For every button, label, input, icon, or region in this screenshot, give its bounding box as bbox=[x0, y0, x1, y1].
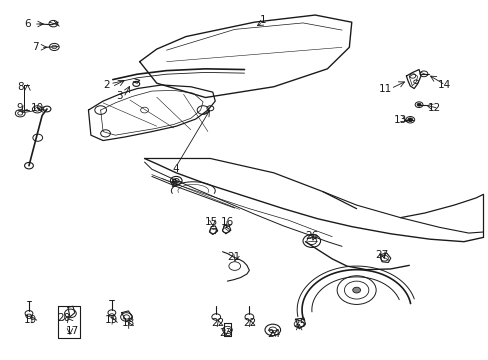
Text: 26: 26 bbox=[305, 231, 318, 240]
Text: 6: 6 bbox=[24, 19, 31, 29]
Text: 23: 23 bbox=[219, 328, 232, 338]
Text: 19: 19 bbox=[105, 315, 118, 325]
Text: 13: 13 bbox=[393, 115, 407, 125]
Text: 18: 18 bbox=[122, 319, 135, 328]
Text: 25: 25 bbox=[292, 319, 305, 329]
Text: 10: 10 bbox=[31, 103, 44, 113]
Text: 22: 22 bbox=[242, 318, 256, 328]
Text: 9: 9 bbox=[16, 103, 22, 113]
Text: 16: 16 bbox=[221, 217, 234, 227]
Text: 11: 11 bbox=[379, 84, 392, 94]
Text: 3: 3 bbox=[116, 91, 122, 101]
Text: 1: 1 bbox=[259, 15, 266, 26]
Text: 24: 24 bbox=[266, 329, 280, 339]
Circle shape bbox=[416, 103, 420, 106]
Text: 15: 15 bbox=[204, 217, 218, 227]
Text: 20: 20 bbox=[58, 313, 70, 323]
Text: 17: 17 bbox=[66, 326, 80, 336]
Text: 12: 12 bbox=[427, 103, 440, 113]
Text: 22: 22 bbox=[211, 318, 224, 328]
Text: 27: 27 bbox=[375, 250, 388, 260]
Text: 8: 8 bbox=[17, 82, 23, 92]
Text: 5: 5 bbox=[170, 179, 177, 189]
Text: 21: 21 bbox=[227, 252, 240, 262]
Circle shape bbox=[407, 118, 412, 122]
Text: 19: 19 bbox=[23, 315, 37, 325]
Text: 7: 7 bbox=[32, 42, 39, 52]
Text: 2: 2 bbox=[103, 80, 110, 90]
Text: 4: 4 bbox=[173, 164, 179, 174]
Circle shape bbox=[352, 287, 360, 293]
Text: 14: 14 bbox=[437, 80, 450, 90]
